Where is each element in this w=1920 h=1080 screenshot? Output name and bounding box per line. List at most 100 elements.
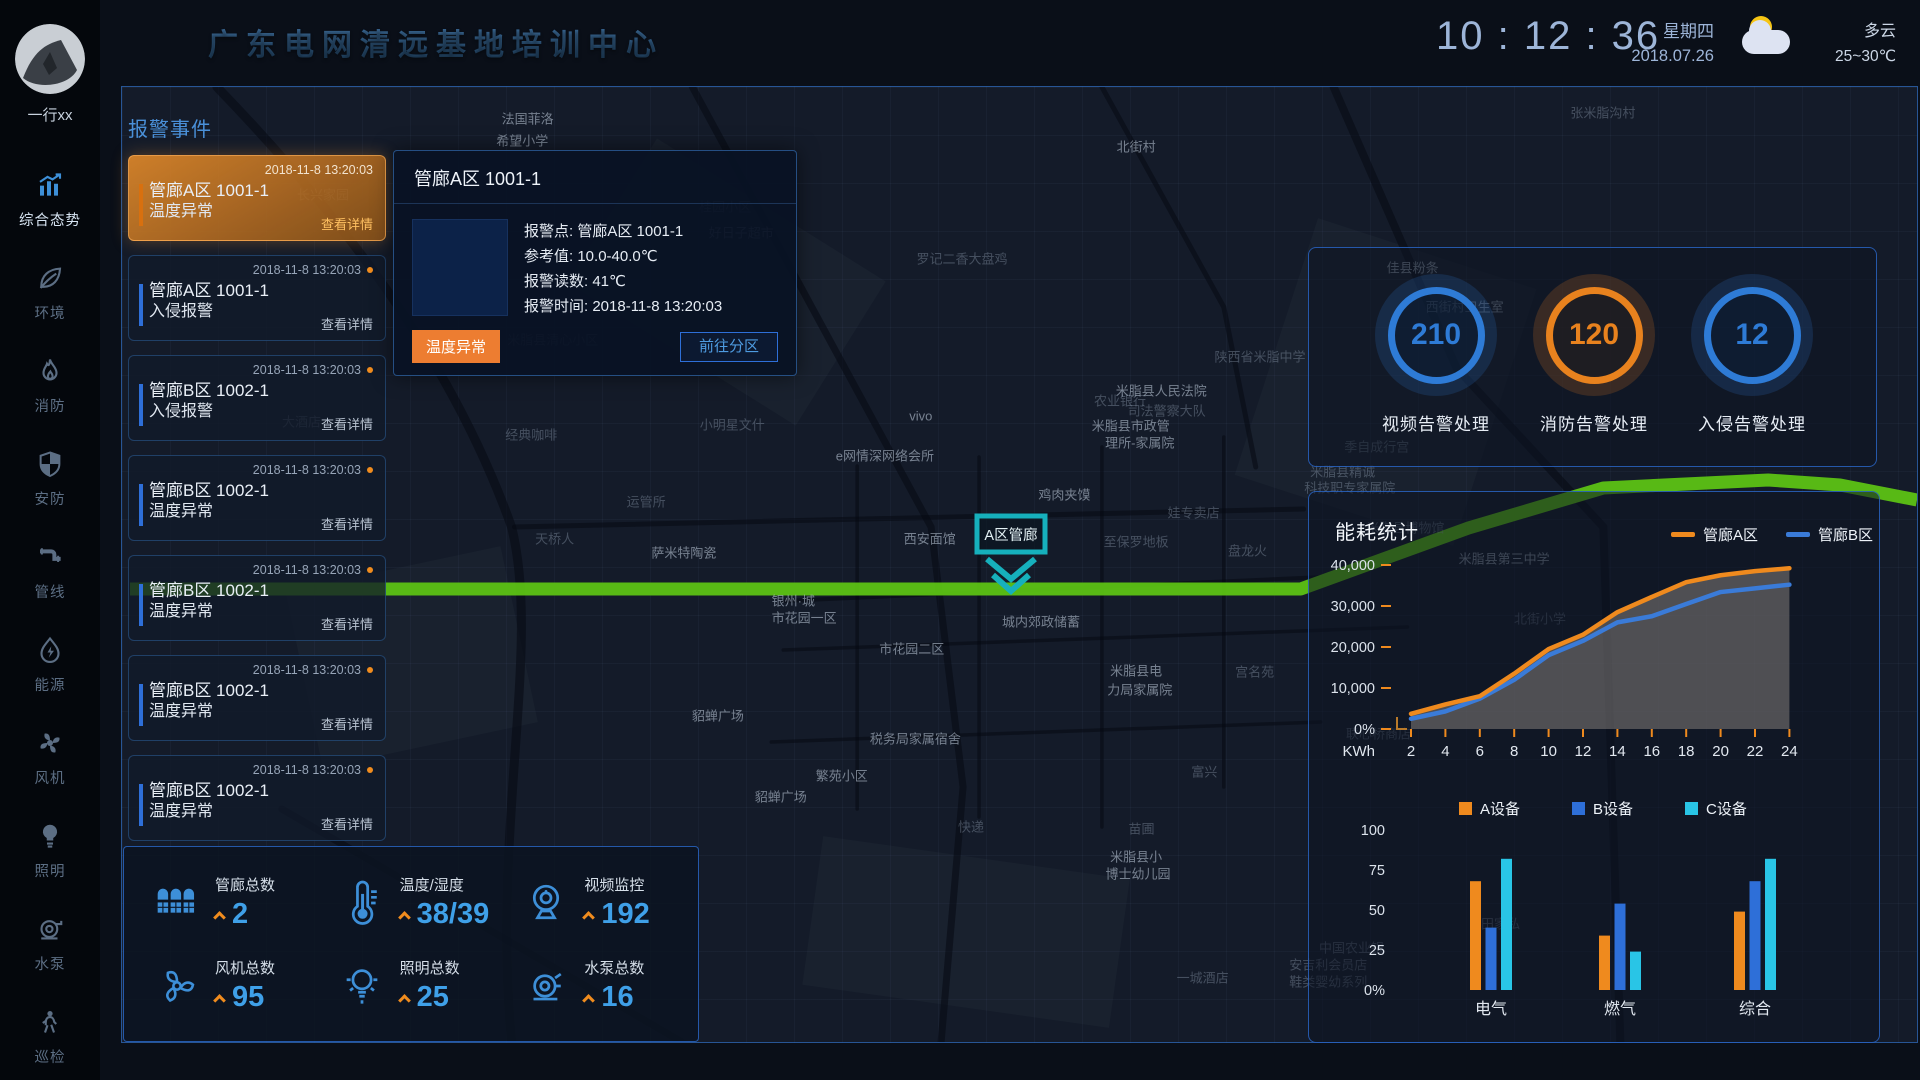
city-map[interactable]: 法国菲洛希望小学北街村张米脂沟村长兴家园桂园小区好日子超市罗记二香大盘鸡佳县粉条… — [121, 86, 1918, 1043]
stat-value: 25 — [416, 981, 449, 1013]
sidebar-item-overview[interactable]: 综合态势 — [0, 153, 100, 246]
kpi-halo: 12 — [1691, 274, 1813, 396]
map-place-label: 博士幼儿园 — [1105, 866, 1171, 882]
svg-text:24: 24 — [1781, 743, 1798, 760]
legend-label: 管廊A区 — [1702, 527, 1758, 544]
alarm-time-text: 2018-11-8 13:20:03 — [252, 663, 361, 677]
field-reference-value: 参考值: 10.0-40.0℃ — [524, 248, 658, 265]
divider — [394, 203, 796, 204]
svg-text:0%: 0% — [1364, 983, 1385, 999]
thermometer-icon — [337, 878, 387, 928]
alarm-accent-bar — [139, 584, 143, 626]
weather-label: 多云 — [1863, 23, 1896, 40]
alarm-card[interactable]: 2018-11-8 13:20:03 管廊B区 1002-1 温度异常 查看详情 — [128, 455, 386, 541]
totals-stats-panel: 管廊总数 2 温度/湿度 38/39 视频监控 192 风机总数 95 照明总数 25 水泵总数 16 — [123, 846, 699, 1042]
goto-zone-button[interactable]: 前往分区 — [680, 331, 778, 362]
camera-icon — [521, 878, 571, 928]
sidebar-item-fan[interactable]: 风机 — [0, 711, 100, 804]
svg-text:18: 18 — [1678, 743, 1695, 760]
svg-text:50: 50 — [1369, 903, 1385, 919]
alarm-card[interactable]: 2018-11-8 13:20:03 管廊B区 1002-1 温度异常 查看详情 — [128, 555, 386, 641]
sidebar-item-security[interactable]: 安防 — [0, 432, 100, 525]
legend-label: B设备 — [1593, 801, 1634, 818]
alarm-accent-bar — [139, 784, 143, 826]
sidebar-item-pipeline[interactable]: 管线 — [0, 525, 100, 618]
map-place-label: 税务局家属宿舍 — [869, 731, 961, 747]
alarm-timestamp: 2018-11-8 13:20:03 — [253, 563, 373, 577]
sidebar-item-fire[interactable]: 消防 — [0, 339, 100, 432]
map-place-label: 繁苑小区 — [815, 768, 868, 784]
view-details-link[interactable]: 查看详情 — [320, 717, 373, 732]
alarm-card[interactable]: 2018-11-8 13:20:03 管廊B区 1002-1 温度异常 查看详情 — [128, 755, 386, 841]
field-alarm-time: 报警时间: 2018-11-8 13:20:03 — [524, 298, 723, 315]
stat-value-row: 16 — [582, 981, 644, 1014]
chevron-up-icon — [213, 994, 226, 1007]
map-marker-a-zone[interactable]: A区管廊 — [970, 513, 1052, 609]
alarm-card[interactable]: 2018-11-8 13:20:03 管廊B区 1002-1 温度异常 查看详情 — [128, 655, 386, 741]
map-place-label: 希望小学 — [496, 133, 549, 149]
svg-text:2: 2 — [1407, 743, 1415, 760]
chevron-up-icon — [213, 911, 226, 924]
view-details-link[interactable]: 查看详情 — [320, 417, 373, 432]
svg-text:8: 8 — [1510, 743, 1518, 760]
weather-temp: 25~30℃ — [1835, 48, 1896, 65]
sidebar-item-pump[interactable]: 水泵 — [0, 897, 100, 990]
view-details-link[interactable]: 查看详情 — [320, 217, 373, 232]
bulb-icon — [35, 821, 65, 851]
map-place-label: 理所-家属院 — [1105, 435, 1175, 451]
sidebar-item-lighting[interactable]: 照明 — [0, 804, 100, 897]
map-place-label: 米脂县小 — [1110, 849, 1163, 865]
view-details-link[interactable]: 查看详情 — [320, 817, 373, 832]
sidebar-item-environment[interactable]: 环境 — [0, 246, 100, 339]
stat-value-row: 95 — [213, 981, 275, 1014]
unread-dot — [367, 267, 373, 273]
stat-cell-视频监控: 视频监控 192 — [503, 861, 688, 944]
alarm-type-tag: 温度异常 — [412, 330, 501, 363]
map-place-label: 萨米特陶瓷 — [651, 545, 717, 561]
map-place-label: 富兴 — [1191, 764, 1218, 780]
alarm-card[interactable]: 2018-11-8 13:20:03 管廊B区 1002-1 入侵报警 查看详情 — [128, 355, 386, 441]
alarm-timestamp: 2018-11-8 13:20:03 — [253, 763, 373, 777]
stat-label: 视频监控 — [584, 877, 645, 894]
alarm-time-text: 2018-11-8 13:20:03 — [252, 263, 361, 277]
map-place-label: 娃专卖店 — [1167, 505, 1220, 521]
chevron-up-icon — [582, 911, 596, 924]
view-details-link[interactable]: 查看详情 — [320, 617, 373, 632]
kpi-circle-stat: 12 入侵告警处理 — [1673, 274, 1831, 435]
alarm-timestamp: 2018-11-8 13:20:03 — [253, 263, 373, 277]
svg-text:40,000: 40,000 — [1331, 558, 1375, 574]
alarm-card[interactable]: 2018-11-8 13:20:03 管廊A区 1001-1 温度异常 查看详情 — [128, 155, 386, 241]
map-place-label: 北街村 — [1116, 139, 1156, 155]
alarm-type: 温度异常 — [149, 603, 214, 620]
bar-chart-legend: A设备 B设备 C设备 — [1459, 798, 1747, 819]
alarm-time-text: 2018-11-8 13:20:03 — [252, 763, 361, 777]
bulb-rays-icon — [337, 961, 387, 1011]
alarm-time-text: 2018-11-8 13:20:03 — [252, 463, 361, 477]
sidebar-item-energy[interactable]: 能源 — [0, 618, 100, 711]
svg-text:30,000: 30,000 — [1331, 599, 1375, 615]
view-details-link[interactable]: 查看详情 — [320, 517, 373, 532]
view-details-link[interactable]: 查看详情 — [320, 317, 373, 332]
alarm-type: 温度异常 — [149, 803, 214, 820]
date: 2018.07.26 — [1631, 47, 1714, 65]
alarm-timestamp: 2018-11-8 13:20:03 — [253, 663, 373, 677]
legend-item: A设备 — [1459, 798, 1520, 819]
alarm-snapshot-image — [412, 219, 508, 316]
svg-text:10: 10 — [1540, 743, 1557, 760]
map-place-label: 盘龙火 — [1227, 543, 1267, 559]
map-place-label: 罗记二香大盘鸡 — [916, 251, 1008, 267]
flame-icon — [35, 356, 65, 386]
svg-text:20: 20 — [1712, 743, 1729, 760]
kpi-circle-stat: 120 消防告警处理 — [1515, 274, 1673, 435]
avatar[interactable] — [15, 24, 85, 94]
alarm-timestamp: 2018-11-8 13:20:03 — [253, 463, 373, 477]
alarm-card[interactable]: 2018-11-8 13:20:03 管廊A区 1001-1 入侵报警 查看详情 — [128, 255, 386, 341]
weekday: 星期四 — [1663, 22, 1714, 41]
pump-icon — [521, 961, 571, 1011]
map-place-label: 经典咖啡 — [505, 427, 558, 443]
stat-label: 管廊总数 — [215, 877, 276, 894]
alarm-accent-bar — [139, 684, 143, 726]
stat-cell-风机总数: 风机总数 95 — [134, 944, 319, 1027]
energy-panel-title: 能耗统计 — [1335, 522, 1419, 544]
sidebar-item-patrol[interactable]: 巡检 — [0, 990, 100, 1080]
